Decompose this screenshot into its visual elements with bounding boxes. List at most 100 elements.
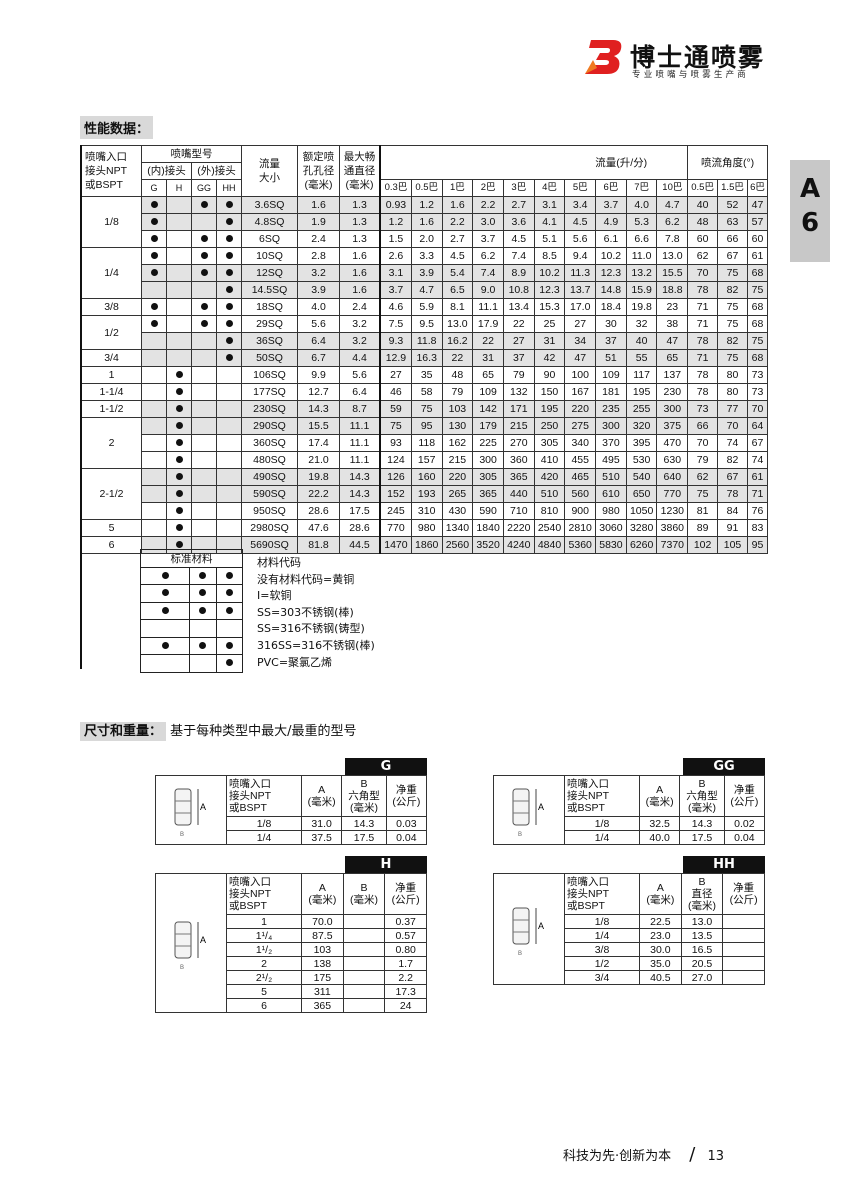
header-line: 六角型: [686, 790, 718, 802]
dimension-row: 1/8 31.0 14.3 0.03: [156, 816, 428, 831]
orifice-cell: 6.4: [297, 332, 340, 350]
materials-cell: [140, 654, 190, 673]
flow-cell: 375: [656, 417, 689, 435]
type-cell: [166, 213, 192, 231]
bullet-icon: [150, 201, 158, 208]
capacity-size-cell: 590SQ: [241, 485, 298, 503]
flow-cell: 6.2: [472, 247, 504, 265]
flow-cell: 1.5: [378, 230, 412, 248]
bullet-icon: [225, 589, 233, 597]
column-header: B 直径 (毫米): [680, 873, 724, 915]
bullet-icon: [225, 235, 233, 242]
capacity-size-cell: 360SQ: [241, 434, 298, 452]
header-line: (公斤): [730, 796, 759, 808]
bullet-icon: [150, 320, 158, 327]
dimension-cell: 1¹/₄: [226, 928, 302, 943]
dimension-cell: [342, 956, 386, 971]
header-line: 或BSPT: [567, 900, 605, 912]
orifice-cell: 22.2: [297, 485, 340, 503]
dimension-cell: 23.0: [639, 928, 682, 943]
capacity-size-cell: 29SQ: [241, 315, 298, 333]
flow-cell: 1470: [378, 536, 412, 554]
type-cell: [141, 298, 167, 316]
flow-cell: 440: [502, 485, 535, 503]
bullet-icon: [161, 606, 169, 614]
flow-cell: 90: [533, 366, 566, 384]
table-row: 1-1/2 230SQ 14.3 8.7 59 75 103 142 171 195 220 235 2…: [82, 400, 769, 418]
flow-cell: 215: [502, 417, 535, 435]
bullet-icon: [175, 507, 183, 514]
flow-cell: 27: [378, 366, 412, 384]
dimension-cell: 103: [301, 942, 344, 957]
flow-cell: 46: [378, 383, 412, 401]
flow-cell: 3.7: [595, 196, 627, 214]
dimension-row: 1/2 35.0 20.5: [494, 956, 765, 971]
header-line: 或BSPT: [229, 802, 267, 814]
dimension-cell: 35.0: [639, 956, 682, 971]
header-line: B: [698, 778, 706, 790]
flow-cell: 171: [502, 400, 535, 418]
type-tag: G: [345, 758, 427, 775]
dimension-cell: 17.3: [384, 984, 427, 999]
type-cell: [191, 468, 217, 486]
angle-cell: 70: [687, 434, 719, 452]
passage-cell: 1.6: [339, 264, 381, 282]
flow-pressure-header: 5巴: [564, 179, 597, 197]
flow-cell: 18.4: [595, 298, 627, 316]
angle-cell: 61: [746, 468, 769, 486]
flow-pressure-header: 0.5巴: [410, 179, 443, 197]
type-cell: [216, 281, 242, 299]
orifice-header: 额定喷 孔孔径 (毫米): [297, 145, 340, 197]
flow-cell: 225: [472, 434, 504, 452]
table-row: 12SQ 3.2 1.6 3.1 3.9 5.4 7.4 8.9 10.2 11.3 12.3 13.…: [82, 264, 769, 282]
dimension-cell: 1: [226, 914, 302, 929]
capacity-size-cell: 106SQ: [241, 366, 298, 384]
dimension-row: 1/8 32.5 14.3 0.02: [494, 816, 766, 831]
angle-cell: 57: [746, 213, 769, 231]
flow-cell: 2.2: [472, 196, 504, 214]
dimension-cell: 2.2: [384, 970, 427, 985]
flow-cell: 5830: [595, 536, 627, 554]
flow-cell: 195: [533, 400, 566, 418]
header-line: (毫米): [645, 796, 674, 808]
angle-cell: 84: [717, 502, 748, 520]
inlet-size-cell: 2: [82, 417, 142, 469]
flow-cell: 640: [656, 468, 689, 486]
flow-cell: 3.7: [378, 281, 412, 299]
flow-cell: 3060: [595, 519, 627, 537]
dimension-table-hh: HH A B 喷嘴入口 接头NPT 或BSPT A (毫米) B 直径 (毫米) 净重 (公斤) 1/8 2…: [493, 856, 765, 985]
flow-cell: 395: [625, 434, 658, 452]
flow-pressure-header: 3巴: [502, 179, 535, 197]
flow-cell: 25: [533, 315, 566, 333]
type-cell: [141, 196, 167, 214]
flow-pressure-header: 2巴: [472, 179, 504, 197]
footer-separator: /: [689, 1144, 696, 1165]
type-cell: [216, 400, 242, 418]
bullet-icon: [175, 422, 183, 429]
type-cell: [166, 434, 192, 452]
flow-cell: 31: [472, 349, 504, 367]
bullet-icon: [150, 269, 158, 276]
angle-cell: 82: [717, 451, 748, 469]
capacity-size-cell: 18SQ: [241, 298, 298, 316]
type-cell: [216, 502, 242, 520]
flow-cell: 7370: [656, 536, 689, 554]
flow-cell: 980: [595, 502, 627, 520]
bullet-icon: [175, 473, 183, 480]
bullet-icon: [161, 641, 169, 649]
flow-cell: 360: [502, 451, 535, 469]
flow-cell: 167: [564, 383, 597, 401]
footer-slogan: 科技为先·创新为本: [563, 1149, 672, 1164]
flow-cell: 30: [595, 315, 627, 333]
nozzle-outline-icon: AB: [512, 788, 544, 838]
dimension-cell: 14.3: [679, 816, 725, 831]
dimension-cell: 30.0: [639, 942, 682, 957]
dimension-cell: [722, 956, 765, 971]
flow-cell: 630: [656, 451, 689, 469]
orifice-cell: 19.8: [297, 468, 340, 486]
angle-cell: 75: [717, 315, 748, 333]
header-line: 通直径: [343, 165, 376, 177]
column-header: B 六角型 (毫米): [341, 775, 387, 817]
inlet-header: 喷嘴入口 接头NPT 或BSPT: [82, 145, 142, 197]
